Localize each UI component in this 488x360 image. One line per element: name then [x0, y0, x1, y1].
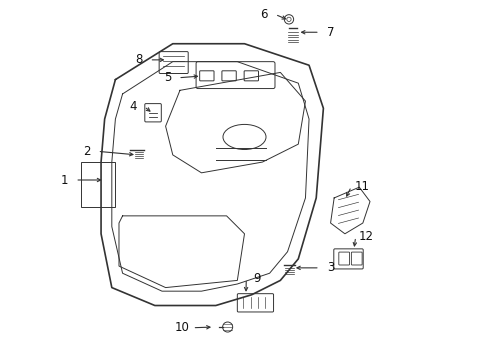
- Text: 2: 2: [83, 145, 90, 158]
- Text: 4: 4: [129, 100, 137, 113]
- Text: 9: 9: [253, 272, 260, 285]
- Text: 10: 10: [174, 321, 189, 334]
- Bar: [81, 162, 115, 207]
- Text: 5: 5: [163, 71, 171, 84]
- Text: 3: 3: [326, 261, 334, 274]
- Text: 8: 8: [135, 53, 142, 66]
- Text: 12: 12: [358, 230, 373, 243]
- Text: 6: 6: [260, 8, 267, 21]
- Text: 1: 1: [61, 174, 68, 186]
- Text: 11: 11: [354, 180, 369, 193]
- Text: 7: 7: [326, 26, 334, 39]
